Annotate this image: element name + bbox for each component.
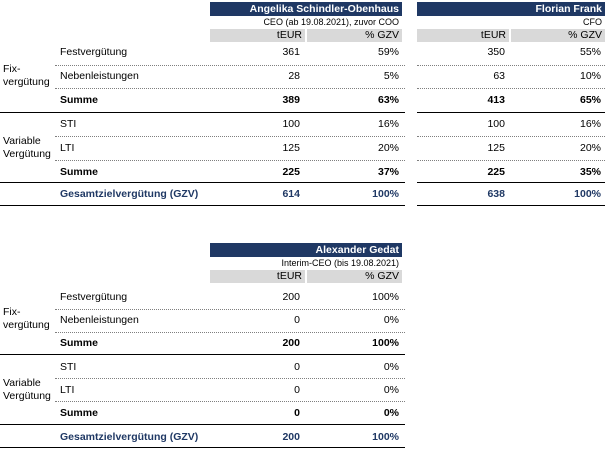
section-divider	[0, 424, 405, 425]
cell-teur: 28	[288, 70, 300, 82]
col-header-pct-gzv: % GZV	[307, 270, 402, 283]
cell-teur: 125	[487, 142, 505, 154]
section-divider	[0, 354, 405, 355]
col-header-teur: tEUR	[210, 270, 305, 283]
row-label-summe-fix: Summe	[60, 94, 98, 106]
row-label-festverguetung: Festvergütung	[60, 291, 128, 303]
row-label-sti: STI	[60, 361, 77, 373]
row-divider	[417, 160, 605, 161]
row-label-lti: LTI	[60, 142, 75, 154]
group-label-variable: Variable Vergütung	[3, 377, 51, 402]
cell-pct: 37%	[377, 166, 399, 178]
cell-pct: 20%	[579, 142, 601, 154]
cell-pct: 100%	[372, 431, 399, 443]
cell-teur: 638	[487, 188, 505, 200]
row-divider	[417, 65, 605, 66]
cell-pct: 65%	[579, 94, 601, 106]
col-header-teur: tEUR	[417, 29, 509, 42]
cell-teur: 125	[282, 142, 300, 154]
cell-teur: 200	[282, 291, 300, 303]
row-divider	[55, 65, 405, 66]
cell-pct: 55%	[579, 46, 601, 58]
row-divider	[55, 378, 405, 379]
row-divider	[55, 332, 405, 333]
cell-pct: 0%	[383, 407, 399, 419]
cell-teur: 0	[294, 314, 300, 326]
section-divider	[417, 182, 605, 183]
person-role-frank: CFO	[583, 17, 602, 27]
person-name-frank: Florian Frank	[417, 2, 605, 16]
cell-teur: 614	[282, 188, 300, 200]
person-name-schindler-obenhaus: Angelika Schindler-Obenhaus	[210, 2, 402, 16]
cell-pct: 16%	[377, 118, 399, 130]
cell-pct: 16%	[579, 118, 601, 130]
section-divider	[417, 112, 605, 113]
person-name-gedat: Alexander Gedat	[210, 243, 402, 257]
cell-pct: 0%	[383, 384, 399, 396]
cell-pct: 20%	[377, 142, 399, 154]
row-divider	[55, 88, 405, 89]
section-divider	[417, 205, 605, 206]
cell-teur: 389	[282, 94, 300, 106]
group-label-fix: Fix- vergütung	[3, 63, 50, 88]
cell-teur: 350	[487, 46, 505, 58]
cell-pct: 100%	[372, 337, 399, 349]
cell-teur: 225	[487, 166, 505, 178]
cell-pct: 100%	[372, 291, 399, 303]
cell-teur: 100	[487, 118, 505, 130]
person-role-gedat: Interim-CEO (bis 19.08.2021)	[281, 258, 399, 268]
cell-pct: 35%	[579, 166, 601, 178]
row-label-sti: STI	[60, 118, 77, 130]
row-label-nebenleistungen: Nebenleistungen	[60, 314, 139, 326]
row-divider	[417, 136, 605, 137]
cell-pct: 0%	[383, 361, 399, 373]
col-header-pct-gzv: % GZV	[307, 29, 402, 42]
person-role-schindler-obenhaus: CEO (ab 19.08.2021), zuvor COO	[263, 17, 399, 27]
cell-pct: 63%	[377, 94, 399, 106]
cell-pct: 100%	[372, 188, 399, 200]
row-label-lti: LTI	[60, 384, 75, 396]
row-label-nebenleistungen: Nebenleistungen	[60, 70, 139, 82]
group-label-variable: Variable Vergütung	[3, 135, 51, 160]
cell-teur: 0	[294, 384, 300, 396]
cell-teur: 63	[493, 70, 505, 82]
row-label-gesamtzielverguetung: Gesamtzielvergütung (GZV)	[60, 431, 199, 443]
row-divider	[55, 401, 405, 402]
row-divider	[55, 309, 405, 310]
row-label-summe-variable: Summe	[60, 407, 98, 419]
cell-teur: 0	[294, 407, 300, 419]
cell-pct: 5%	[383, 70, 399, 82]
section-divider	[0, 447, 405, 448]
row-divider	[417, 88, 605, 89]
cell-teur: 413	[487, 94, 505, 106]
section-divider	[0, 205, 405, 206]
row-divider	[55, 160, 405, 161]
cell-teur: 200	[282, 431, 300, 443]
row-divider	[55, 136, 405, 137]
section-divider	[0, 112, 405, 113]
cell-teur: 0	[294, 361, 300, 373]
group-label-fix: Fix- vergütung	[3, 306, 50, 331]
row-label-gesamtzielverguetung: Gesamtzielvergütung (GZV)	[60, 188, 199, 200]
row-label-summe-fix: Summe	[60, 337, 98, 349]
cell-pct: 59%	[377, 46, 399, 58]
cell-teur: 100	[282, 118, 300, 130]
cell-pct: 10%	[579, 70, 601, 82]
row-label-festverguetung: Festvergütung	[60, 46, 128, 58]
cell-pct: 100%	[574, 188, 601, 200]
col-header-pct-gzv: % GZV	[511, 29, 605, 42]
cell-pct: 0%	[383, 314, 399, 326]
cell-teur: 225	[282, 166, 300, 178]
row-label-summe-variable: Summe	[60, 166, 98, 178]
col-header-teur: tEUR	[210, 29, 305, 42]
section-divider	[0, 182, 405, 183]
cell-teur: 361	[282, 46, 300, 58]
cell-teur: 200	[282, 337, 300, 349]
